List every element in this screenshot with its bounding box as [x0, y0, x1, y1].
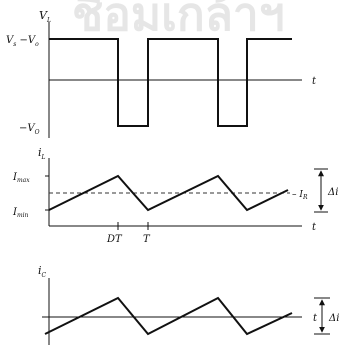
il-ripple-label: Δi — [327, 187, 338, 198]
ic-time-label: t — [313, 313, 318, 324]
ic-axis-label: iC — [38, 264, 47, 279]
il-t-label: T — [143, 234, 151, 245]
il-dt-label: DT — [106, 234, 123, 245]
ic-ripple-label: Δi — [328, 313, 339, 324]
il-axis-label: iL — [38, 146, 46, 161]
vl-square-wave — [49, 38, 292, 127]
il-average-label: – IR — [292, 190, 308, 201]
watermark-text: ชื่อมเกล้าฯ — [72, 0, 285, 41]
il-triangle-wave — [48, 174, 289, 212]
panel-inductor-current: iL Imax Imin – IR DT T t Δi — [12, 146, 338, 245]
panel-capacitor-current: iC t Δi — [38, 264, 339, 345]
vl-axis-label: VL — [39, 9, 51, 24]
vl-high-level-label: Vs −Vo — [6, 35, 39, 48]
il-min-label: Imin — [12, 207, 29, 219]
il-max-label: Imax — [12, 172, 30, 184]
vl-low-level-label: −VO — [19, 123, 40, 136]
panel-inductor-voltage: VL Vs −Vo −VO t — [6, 9, 317, 138]
il-time-label: t — [312, 222, 317, 233]
vl-time-label: t — [312, 76, 317, 87]
ic-triangle-wave — [44, 296, 293, 336]
